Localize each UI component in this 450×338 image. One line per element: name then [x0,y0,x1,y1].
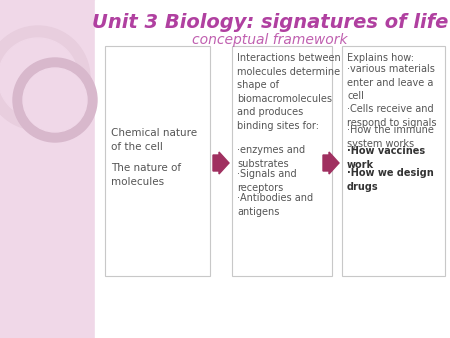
Text: Explains how:: Explains how: [347,53,414,63]
Circle shape [0,26,90,130]
FancyBboxPatch shape [105,46,210,276]
Circle shape [13,58,97,142]
FancyArrow shape [323,152,339,174]
Circle shape [0,38,78,118]
Text: Chemical nature
of the cell: Chemical nature of the cell [111,128,197,152]
Text: ·various materials
enter and leave a
cell: ·various materials enter and leave a cel… [347,64,435,101]
Text: ·Signals and
receptors: ·Signals and receptors [237,169,297,193]
Text: ·How we design
drugs: ·How we design drugs [347,168,434,192]
Text: ·enzymes and
substrates: ·enzymes and substrates [237,145,305,169]
Bar [95,0,450,338]
FancyBboxPatch shape [342,46,445,276]
Bar [0,0,95,338]
Text: ·Antibodies and
antigens: ·Antibodies and antigens [237,193,313,217]
FancyArrow shape [213,152,229,174]
Text: ·Cells receive and
respond to signals: ·Cells receive and respond to signals [347,104,436,128]
Text: conceptual framework: conceptual framework [192,33,348,47]
Circle shape [23,68,87,132]
Text: The nature of
molecules: The nature of molecules [111,163,181,187]
Text: ·How the immune
system works: ·How the immune system works [347,125,434,149]
Text: Unit 3 Biology: signatures of life: Unit 3 Biology: signatures of life [92,13,448,32]
FancyBboxPatch shape [232,46,332,276]
Text: ·How vaccines
work: ·How vaccines work [347,146,425,170]
Text: Interactions between
molecules determine
shape of
biomacromolecules
and produces: Interactions between molecules determine… [237,53,341,131]
